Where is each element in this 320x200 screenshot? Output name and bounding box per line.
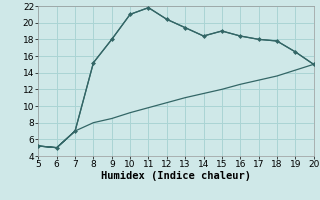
X-axis label: Humidex (Indice chaleur): Humidex (Indice chaleur) [101,171,251,181]
Polygon shape [38,8,314,148]
